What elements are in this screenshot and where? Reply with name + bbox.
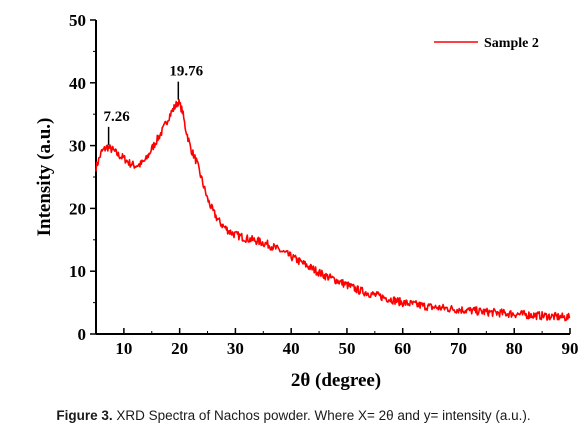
x-axis-title: 2θ (degree) — [291, 370, 381, 391]
figure-caption-text: XRD Spectra of Nachos powder. Where X= 2… — [116, 408, 531, 423]
y-tick-label: 30 — [69, 137, 86, 156]
y-axis-title: Intensity (a.u.) — [34, 118, 55, 237]
figure-label: Figure 3. — [56, 408, 113, 423]
x-tick-label: 80 — [506, 339, 523, 358]
x-tick-label: 60 — [394, 339, 411, 358]
peak-label: 19.76 — [169, 64, 203, 80]
y-tick-label: 20 — [69, 199, 86, 218]
y-tick-label: 50 — [69, 11, 86, 30]
x-tick-label: 90 — [562, 339, 579, 358]
x-tick-label: 10 — [115, 339, 132, 358]
peak-label: 7.26 — [103, 109, 130, 125]
y-tick-label: 10 — [69, 262, 86, 281]
y-tick-label: 0 — [78, 325, 87, 344]
figure-caption: Figure 3. XRD Spectra of Nachos powder. … — [0, 408, 587, 423]
x-tick-label: 50 — [338, 339, 355, 358]
x-tick-label: 70 — [450, 339, 467, 358]
x-tick-label: 30 — [227, 339, 244, 358]
y-tick-label: 40 — [69, 74, 86, 93]
x-tick-label: 20 — [171, 339, 188, 358]
series-line-sample-2 — [95, 99, 571, 322]
legend-label-sample-2: Sample 2 — [484, 36, 539, 51]
xrd-chart: 10 20 30 40 50 60 70 80 90 0 10 20 30 40 50 7.26 19.76 Sa… — [34, 11, 579, 391]
x-tick-label: 40 — [283, 339, 300, 358]
